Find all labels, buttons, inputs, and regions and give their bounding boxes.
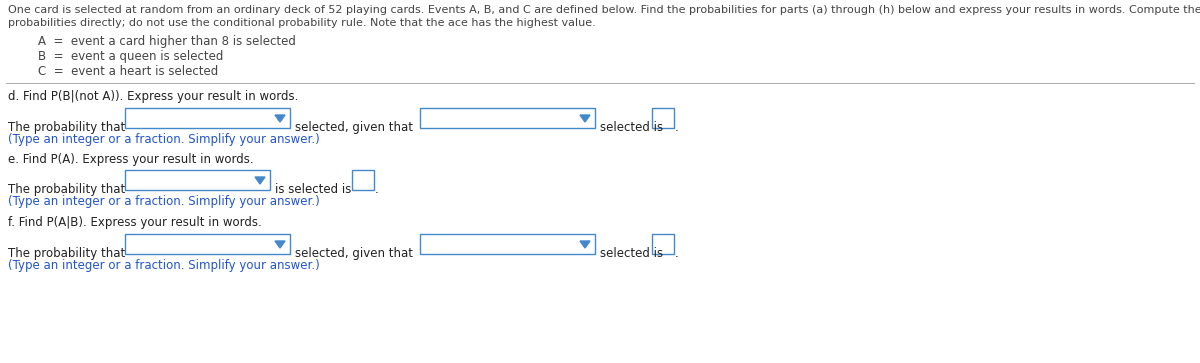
Text: One card is selected at random from an ordinary deck of 52 playing cards. Events: One card is selected at random from an o… [8, 5, 1200, 15]
Text: (Type an integer or a fraction. Simplify your answer.): (Type an integer or a fraction. Simplify… [8, 259, 319, 272]
Text: (Type an integer or a fraction. Simplify your answer.): (Type an integer or a fraction. Simplify… [8, 133, 319, 146]
Text: is selected is: is selected is [275, 183, 352, 196]
Text: selected is: selected is [600, 121, 664, 134]
Polygon shape [256, 177, 265, 184]
FancyBboxPatch shape [420, 234, 595, 254]
Text: selected, given that: selected, given that [295, 121, 413, 134]
Text: B  =  event a queen is selected: B = event a queen is selected [38, 50, 223, 63]
Text: e. Find P(A). Express your result in words.: e. Find P(A). Express your result in wor… [8, 153, 253, 166]
Text: A  =  event a card higher than 8 is selected: A = event a card higher than 8 is select… [38, 35, 296, 48]
Text: f. Find P(A|B). Express your result in words.: f. Find P(A|B). Express your result in w… [8, 216, 262, 229]
FancyBboxPatch shape [125, 108, 290, 128]
Text: The probability that: The probability that [8, 183, 125, 196]
Text: (Type an integer or a fraction. Simplify your answer.): (Type an integer or a fraction. Simplify… [8, 195, 319, 208]
FancyBboxPatch shape [420, 108, 595, 128]
Text: The probability that: The probability that [8, 247, 125, 260]
Polygon shape [275, 241, 286, 248]
Text: selected, given that: selected, given that [295, 247, 413, 260]
Text: .: . [674, 121, 679, 134]
Text: .: . [374, 183, 379, 196]
Text: .: . [674, 247, 679, 260]
Polygon shape [580, 115, 590, 122]
Text: selected is: selected is [600, 247, 664, 260]
Polygon shape [580, 241, 590, 248]
Text: C  =  event a heart is selected: C = event a heart is selected [38, 65, 218, 78]
Text: The probability that: The probability that [8, 121, 125, 134]
FancyBboxPatch shape [652, 234, 674, 254]
Polygon shape [275, 115, 286, 122]
FancyBboxPatch shape [125, 170, 270, 190]
FancyBboxPatch shape [125, 234, 290, 254]
Text: d. Find P(B|(not A)). Express your result in words.: d. Find P(B|(not A)). Express your resul… [8, 90, 299, 103]
Text: probabilities directly; do not use the conditional probability rule. Note that t: probabilities directly; do not use the c… [8, 18, 595, 28]
FancyBboxPatch shape [352, 170, 374, 190]
FancyBboxPatch shape [652, 108, 674, 128]
